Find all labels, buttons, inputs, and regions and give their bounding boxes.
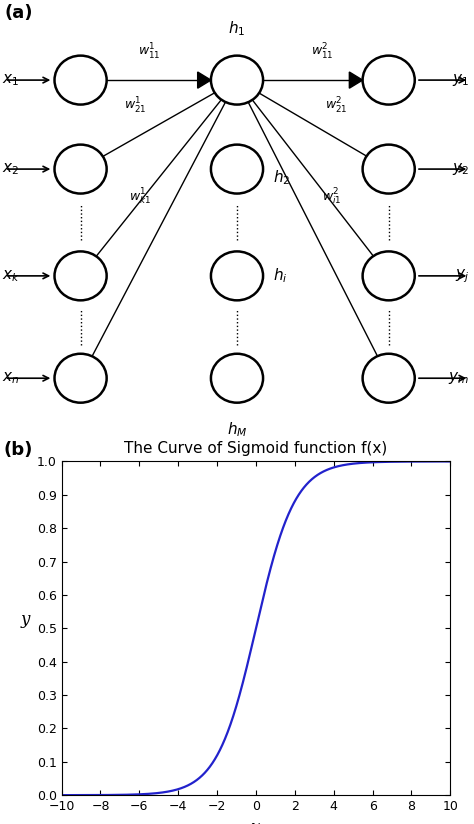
Circle shape [211, 353, 263, 403]
Text: $w_{21}^2$: $w_{21}^2$ [325, 96, 348, 115]
Title: The Curve of Sigmoid function f(x): The Curve of Sigmoid function f(x) [124, 441, 388, 456]
Circle shape [55, 145, 107, 194]
Text: $x_1$: $x_1$ [2, 73, 19, 88]
Text: $y_2$: $y_2$ [452, 161, 469, 177]
Text: $x_n$: $x_n$ [2, 370, 20, 386]
Text: $h_2$: $h_2$ [273, 169, 290, 187]
Circle shape [211, 56, 263, 105]
Text: $w_{k1}^1$: $w_{k1}^1$ [129, 187, 151, 207]
Text: $x_2$: $x_2$ [2, 162, 19, 177]
Circle shape [363, 145, 415, 194]
Text: $y_m$: $y_m$ [448, 370, 469, 386]
Text: $w_{i1}^2$: $w_{i1}^2$ [322, 187, 341, 207]
Text: (b): (b) [3, 442, 33, 460]
Circle shape [55, 251, 107, 301]
Text: $h_M$: $h_M$ [227, 420, 247, 439]
Text: $w_{21}^1$: $w_{21}^1$ [124, 96, 146, 115]
Text: $w_{11}^2$: $w_{11}^2$ [311, 42, 334, 63]
X-axis label: x: x [251, 818, 261, 824]
Polygon shape [349, 72, 363, 88]
Y-axis label: y: y [21, 611, 30, 628]
Circle shape [363, 56, 415, 105]
Text: $y_j$: $y_j$ [455, 267, 469, 284]
Circle shape [211, 251, 263, 301]
Text: $y_1$: $y_1$ [452, 72, 469, 88]
Circle shape [363, 353, 415, 403]
Circle shape [363, 251, 415, 301]
Circle shape [55, 353, 107, 403]
Text: (a): (a) [5, 4, 33, 22]
Text: $x_k$: $x_k$ [2, 268, 20, 283]
Text: $h_i$: $h_i$ [273, 266, 287, 285]
Text: $w_{11}^1$: $w_{11}^1$ [138, 42, 161, 63]
Circle shape [211, 145, 263, 194]
Polygon shape [198, 72, 211, 88]
Text: $h_1$: $h_1$ [228, 19, 246, 38]
Circle shape [55, 56, 107, 105]
